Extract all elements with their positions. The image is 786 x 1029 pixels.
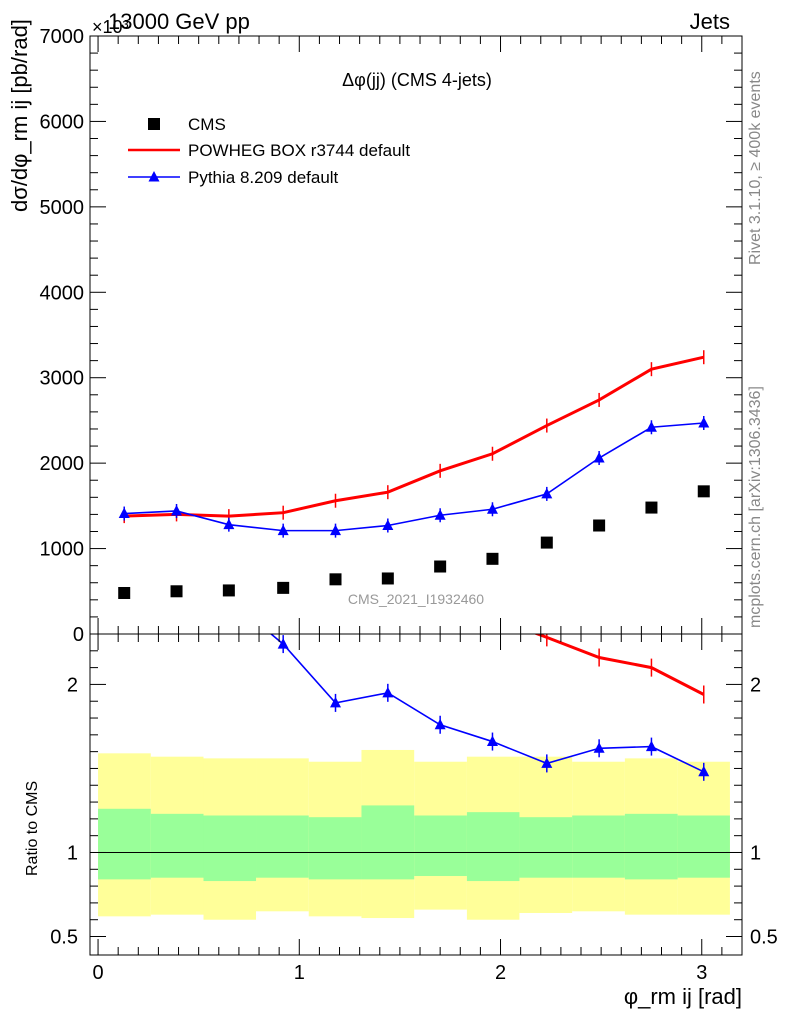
pythia-data-point	[434, 509, 446, 520]
cms-data-point	[329, 573, 342, 586]
cms-data-point	[540, 536, 553, 549]
uncertainty-band-inner	[150, 813, 204, 878]
plot-title: Δφ(jj) (CMS 4-jets)	[342, 70, 492, 90]
x-tick-label: 3	[696, 962, 707, 984]
uncertainty-band-inner	[203, 815, 257, 882]
x-tick-label: 2	[495, 962, 506, 984]
x-axis-title: φ_rm ij [rad]	[624, 984, 742, 1009]
powheg-ratio-line	[533, 634, 705, 696]
cms-data-point	[697, 485, 710, 498]
ratio-y-tick-label-right: 2	[750, 674, 761, 696]
mcplots-label: mcplots.cern.ch [arXiv:1306.3436]	[747, 386, 764, 628]
ratio-y-axis-title: Ratio to CMS	[24, 781, 41, 876]
ratio-y-tick-label: 2	[67, 674, 78, 696]
uncertainty-band-inner	[98, 808, 151, 880]
pythia-data-point	[645, 421, 657, 432]
pythia-data-point	[486, 503, 498, 514]
collision-label: 13000 GeV pp	[108, 9, 250, 34]
cms-data-point	[222, 584, 235, 597]
pythia-ratio-line	[269, 634, 705, 773]
uncertainty-band-inner	[624, 813, 678, 880]
uncertainty-band-inner	[308, 817, 362, 880]
legend-powheg-label: POWHEG BOX r3744 default	[188, 141, 410, 160]
pythia-series-line	[124, 422, 704, 532]
legend-cms-marker	[148, 118, 160, 130]
ratio-y-tick-label-right: 1	[750, 842, 761, 864]
legend: CMS POWHEG BOX r3744 default Pythia 8.209 …	[128, 115, 410, 187]
ratio-y-tick-label: 0.5	[50, 927, 78, 949]
uncertainty-band-inner	[466, 812, 520, 882]
main-y-tick-label: 7000	[40, 26, 85, 48]
rivet-label: Rivet 3.1.10, ≥ 400k events	[747, 71, 764, 265]
process-label: Jets	[690, 9, 730, 34]
pythia-data-point	[698, 416, 710, 428]
uncertainty-band-inner	[572, 815, 625, 878]
pythia-data-point	[382, 519, 394, 531]
uncertainty-band-inner	[677, 815, 730, 878]
pythia-ratio-point	[486, 735, 498, 747]
pythia-data-point	[330, 524, 342, 536]
uncertainty-band-inner	[256, 815, 309, 878]
main-panel: CMS POWHEG BOX r3744 default Pythia 8.209 …	[40, 26, 743, 646]
y-exponent-label: ×10³	[92, 17, 129, 37]
pythia-ratio-point	[541, 757, 553, 768]
main-y-tick-label: 1000	[40, 539, 85, 561]
main-y-tick-label: 2000	[40, 453, 85, 475]
uncertainty-band-inner	[414, 815, 467, 877]
cms-data-point	[645, 501, 658, 514]
pythia-ratio-point	[382, 686, 394, 698]
pythia-ratio-point	[171, 531, 182, 542]
main-y-tick-label: 0	[73, 624, 84, 646]
pythia-ratio-point	[434, 718, 446, 730]
pythia-ratio-point	[277, 638, 289, 649]
cms-data-point	[434, 560, 447, 573]
ratio-series	[171, 531, 710, 781]
cms-data-point	[593, 519, 606, 532]
pythia-ratio-point	[698, 765, 710, 777]
pythia-ratio-point	[593, 742, 605, 753]
main-y-tick-label: 3000	[40, 368, 85, 390]
ratio-frame	[89, 633, 743, 956]
uncertainty-band-inner	[519, 817, 573, 878]
pythia-data-point	[593, 452, 605, 463]
legend-cms-label: CMS	[188, 115, 226, 134]
powheg-series-line	[124, 355, 705, 518]
cms-data-point	[170, 585, 183, 598]
pythia-data-point	[223, 518, 235, 530]
cms-data-point	[381, 572, 394, 585]
x-tick-label: 0	[92, 962, 103, 984]
ratio-y-tick-label-right: 0.5	[750, 927, 778, 949]
pythia-data-point	[277, 524, 289, 536]
ratio-panel: 0 1 2 3 0.5 0.5 1 1 2 2	[50, 531, 778, 984]
cms-data-point	[118, 586, 131, 599]
main-y-tick-label: 4000	[40, 282, 85, 304]
main-series	[118, 350, 710, 599]
uncertainty-band-inner	[361, 805, 415, 880]
cms-data-point	[486, 552, 499, 565]
main-y-axis-title: dσ/dφ_rm ij [pb/rad]	[7, 19, 32, 212]
ratio-y-tick-label: 1	[67, 842, 78, 864]
legend-pythia-label: Pythia 8.209 default	[188, 168, 339, 187]
x-tick-label: 1	[294, 962, 305, 984]
pythia-data-point	[118, 507, 130, 519]
pythia-ratio-point	[645, 740, 657, 752]
analysis-watermark: CMS_2021_I1932460	[348, 591, 484, 607]
pythia-data-point	[171, 504, 183, 516]
pythia-ratio-point	[330, 696, 342, 708]
legend-pythia-marker	[148, 171, 160, 182]
main-y-tick-label: 5000	[40, 197, 85, 219]
cms-data-point	[277, 581, 290, 594]
pythia-data-point	[541, 487, 553, 499]
main-y-tick-label: 6000	[40, 111, 85, 133]
